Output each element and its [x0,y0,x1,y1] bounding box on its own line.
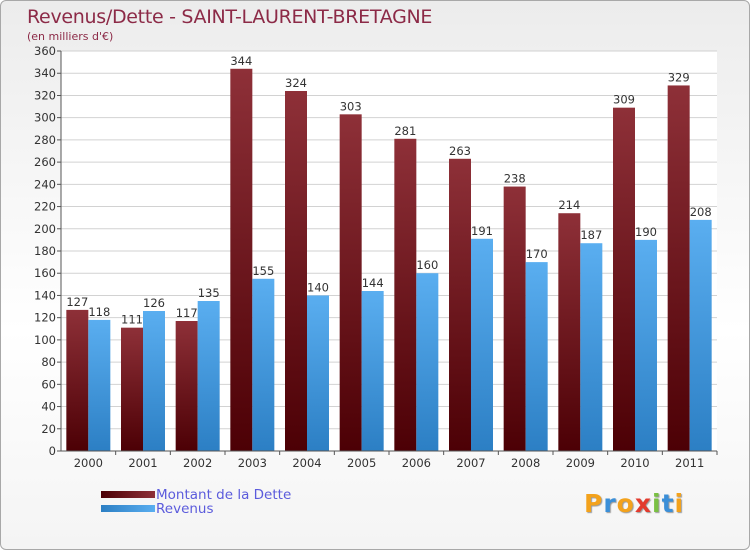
data-label-debt-2004: 324 [285,76,307,90]
data-label-revenue-2009: 187 [580,228,602,242]
data-label-revenue-2010: 190 [635,225,657,239]
y-tick-label: 140 [34,288,56,302]
bar-revenue-2003 [252,278,275,451]
y-tick-label: 120 [34,311,56,325]
x-tick-label-2002: 2002 [183,456,212,470]
y-tick-label: 80 [41,355,56,369]
logo-letter: P [584,489,604,518]
y-tick-label: 20 [41,422,56,436]
bar-debt-2001 [121,327,143,451]
logo-letter: i [674,489,685,518]
y-tick-label: 60 [41,377,56,391]
y-tick-label: 360 [34,44,56,58]
data-label-revenue-2003: 155 [252,264,274,278]
x-tick-label-2011: 2011 [675,456,704,470]
bar-revenue-2011 [689,219,712,451]
data-label-debt-2008: 238 [504,172,526,186]
bar-debt-2004 [285,91,307,451]
bar-revenue-2007 [471,238,493,451]
bar-debt-2011 [667,85,690,451]
y-tick-label: 300 [34,111,56,125]
data-label-debt-2009: 214 [558,198,580,212]
data-label-revenue-2002: 135 [198,286,220,300]
legend-swatch-debt [101,491,155,498]
bar-revenue-2001 [143,311,165,451]
bar-revenue-2006 [416,273,439,451]
chart-subtitle: (en milliers d'€) [27,30,114,43]
bar-debt-2005 [339,114,362,451]
data-label-debt-2006: 281 [394,124,416,138]
data-label-revenue-2005: 144 [362,276,384,290]
bar-debt-2009 [558,213,581,451]
data-label-debt-2000: 127 [66,295,88,309]
bar-revenue-2000 [88,319,111,451]
y-tick-label: 40 [41,400,56,414]
bar-revenue-2005 [361,291,384,451]
x-tick-label-2000: 2000 [74,456,103,470]
legend-label-revenue: Revenus [156,501,214,517]
bars [66,68,712,452]
data-label-debt-2011: 329 [668,70,690,84]
legend-label-debt: Montant de la Dette [156,487,292,503]
data-label-revenue-2001: 126 [143,296,165,310]
bar-debt-2010 [613,107,635,452]
x-tick-label-2007: 2007 [456,456,485,470]
data-label-debt-2010: 309 [613,93,635,107]
data-label-debt-2001: 111 [121,313,143,327]
data-label-debt-2003: 344 [230,54,252,68]
y-tick-label: 260 [34,155,56,169]
bar-debt-2006 [394,138,417,451]
y-tick-label: 280 [34,133,56,147]
y-tick-label: 160 [34,266,56,280]
data-label-revenue-2006: 160 [416,258,438,272]
x-tick-label-2003: 2003 [238,456,267,470]
y-tick-label: 340 [34,66,56,80]
bar-debt-2008 [503,186,526,452]
data-label-debt-2002: 117 [176,306,198,320]
y-tick-label: 220 [34,200,56,214]
bar-revenue-2008 [525,262,548,451]
bar-revenue-2009 [580,243,603,451]
x-tick-label-2006: 2006 [402,456,431,470]
y-tick-label: 180 [34,244,56,258]
axes: 0 20 40 60 80 100 120 140 160 180 200 220 240 260 280 3… [34,44,718,470]
x-tick-label-2008: 2008 [511,456,540,470]
legend-swatch-revenue [101,505,155,512]
x-tick-label-2010: 2010 [620,456,649,470]
data-label-revenue-2000: 118 [88,305,110,319]
logo-letter: i [652,489,662,518]
x-tick-label-2009: 2009 [566,456,595,470]
chart-title: Revenus/Dette - SAINT-LAURENT-BRETAGNE [27,6,433,28]
data-label-debt-2005: 303 [340,99,362,113]
bar-debt-2003 [230,68,253,452]
logo-letter: r [603,489,617,518]
logo-letter: x [634,489,652,518]
bar-debt-2007 [449,158,471,451]
bar-debt-2002 [175,321,198,451]
y-tick-label: 320 [34,88,56,102]
logo-letter: t [661,489,675,518]
y-tick-label: 200 [34,222,56,236]
data-label-debt-2007: 263 [449,144,471,158]
bar-revenue-2010 [635,239,657,451]
y-tick-label: 0 [49,444,56,458]
proxiti-logo: Proxiti [584,489,684,518]
x-tick-label-2004: 2004 [292,456,321,470]
logo-letter: o [616,489,635,518]
data-label-revenue-2007: 191 [471,224,493,238]
data-label-revenue-2008: 170 [526,247,548,261]
x-tick-label-2001: 2001 [128,456,157,470]
bar-debt-2000 [66,309,89,451]
y-tick-label: 240 [34,177,56,191]
x-tick-label-2005: 2005 [347,456,376,470]
gridlines [61,50,717,430]
bar-revenue-2002 [197,301,220,451]
bar-revenue-2004 [307,295,329,451]
data-label-revenue-2004: 140 [307,280,329,294]
y-tick-label: 100 [34,333,56,347]
data-label-revenue-2011: 208 [690,205,712,219]
